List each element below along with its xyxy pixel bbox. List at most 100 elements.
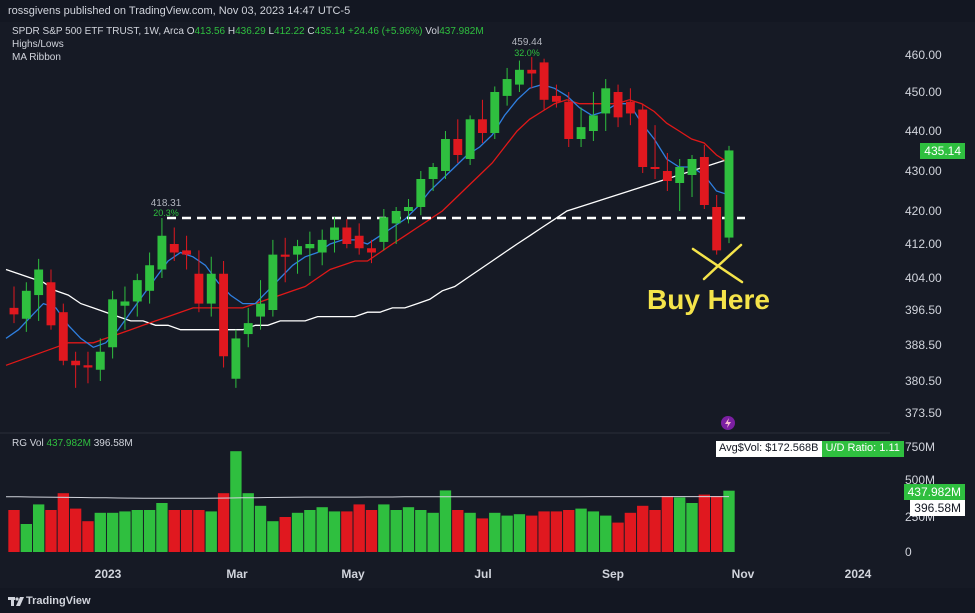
volume-bar (82, 521, 94, 552)
candle-body (404, 207, 413, 211)
candle-body (293, 246, 302, 255)
candle-body (613, 92, 623, 118)
volume-bar (106, 512, 119, 552)
last-price-tag: 435.14 (920, 143, 965, 159)
volume-bar (20, 524, 32, 552)
candle-body (724, 150, 734, 238)
candle-body (428, 167, 438, 179)
ud-ratio: U/D Ratio: 1.11 (821, 441, 904, 457)
volume-tick-label: 500M (905, 473, 935, 487)
candle-body (108, 299, 118, 348)
time-tick-label: 2023 (95, 567, 122, 581)
volume-bar (242, 493, 254, 552)
candle-body (490, 92, 500, 133)
candle-body (83, 365, 93, 368)
volume-bar (328, 511, 341, 552)
candle-body (280, 254, 290, 257)
candle-body (367, 248, 376, 253)
candle-body (478, 119, 487, 133)
candle-body (662, 171, 672, 181)
volume-bar (600, 515, 612, 552)
volume-bar (193, 510, 205, 552)
swing-high-pct: 32.0% (514, 48, 540, 58)
volume-bar (402, 507, 415, 552)
candle-body (514, 69, 524, 85)
candle-body (354, 235, 364, 249)
time-tick-label: Mar (226, 567, 248, 581)
close-label: C (307, 26, 315, 37)
candle-body (330, 227, 339, 240)
time-tick-label: May (341, 567, 365, 581)
volume-bar (304, 510, 316, 552)
tradingview-logo-icon (8, 597, 24, 606)
price-tick-label: 388.50 (905, 338, 942, 352)
candle-body (21, 290, 31, 319)
volume-bar (439, 490, 452, 552)
candle-body (379, 217, 389, 242)
open-value: 413.56 (194, 26, 226, 37)
volume-bar (230, 451, 242, 552)
candle-body (564, 101, 574, 139)
volume-bar (698, 494, 711, 552)
volume-bar (452, 510, 464, 552)
volume-bar (205, 511, 217, 552)
volume-bar (550, 511, 563, 552)
lightning-icon (725, 418, 731, 428)
volume-bar (390, 510, 402, 552)
candle-body (182, 250, 192, 255)
volume-bar (32, 504, 45, 552)
candle-body (71, 360, 81, 366)
candle-body (588, 115, 598, 131)
price-tick-label: 420.00 (905, 204, 942, 218)
volume-bar (575, 508, 587, 552)
volume-bar (254, 505, 267, 552)
volume-bar (464, 512, 476, 552)
volume-legend: RG Vol 437.982M 396.58M (12, 438, 133, 449)
candle-body (625, 101, 635, 114)
candle-body (46, 282, 56, 326)
candle-body (441, 139, 450, 171)
volume-value: 437.982M (439, 26, 484, 37)
volume-bar (267, 521, 279, 552)
candle-body (539, 62, 549, 100)
volume-bar (143, 510, 156, 552)
chart-legend: SPDR S&P 500 ETF TRUST, 1W, Arca O413.56… (12, 25, 484, 64)
volume-bar (723, 490, 735, 552)
volume-bar (353, 504, 365, 552)
volume-indicator-name[interactable]: RG Vol (12, 438, 44, 449)
time-tick-label: Sep (602, 567, 624, 581)
volume-bar (538, 511, 550, 552)
price-tick-label: 440.00 (905, 124, 942, 138)
price-tick-label: 373.50 (905, 406, 942, 420)
ma-ribbon-indicator[interactable]: MA Ribbon (12, 52, 61, 63)
avg-dollar-volume: Avg$Vol: $172.568B (716, 441, 822, 457)
candle-body (145, 265, 155, 291)
volume-bar (316, 507, 328, 552)
candle-body (699, 157, 709, 205)
volume-bar (476, 518, 489, 552)
chart-area[interactable] (0, 22, 975, 588)
highs-lows-indicator[interactable]: Highs/Lows (12, 39, 64, 50)
candle-body (342, 227, 352, 244)
volume-bar (513, 514, 526, 552)
candle-body (58, 312, 68, 361)
volume-label: Vol (425, 26, 440, 37)
candle-body (9, 307, 19, 315)
volume-bar (341, 511, 353, 552)
candle-body (219, 273, 229, 357)
candle-body (416, 179, 426, 207)
volume-ma-line (5, 496, 729, 499)
volume-bar (365, 510, 378, 552)
volume-bar (526, 515, 538, 552)
price-tick-label: 396.50 (905, 303, 942, 317)
cross-mark-stroke-1 (691, 247, 744, 284)
low-label: L (268, 26, 275, 37)
cross-mark-stroke-2 (702, 243, 743, 281)
time-tick-label: 2024 (845, 567, 872, 581)
brand-name: TradingView (26, 595, 91, 607)
candle-body (391, 211, 401, 224)
candle-body (231, 338, 241, 379)
volume-bar (563, 510, 575, 552)
change-value: +24.46 (+5.96%) (348, 26, 423, 37)
